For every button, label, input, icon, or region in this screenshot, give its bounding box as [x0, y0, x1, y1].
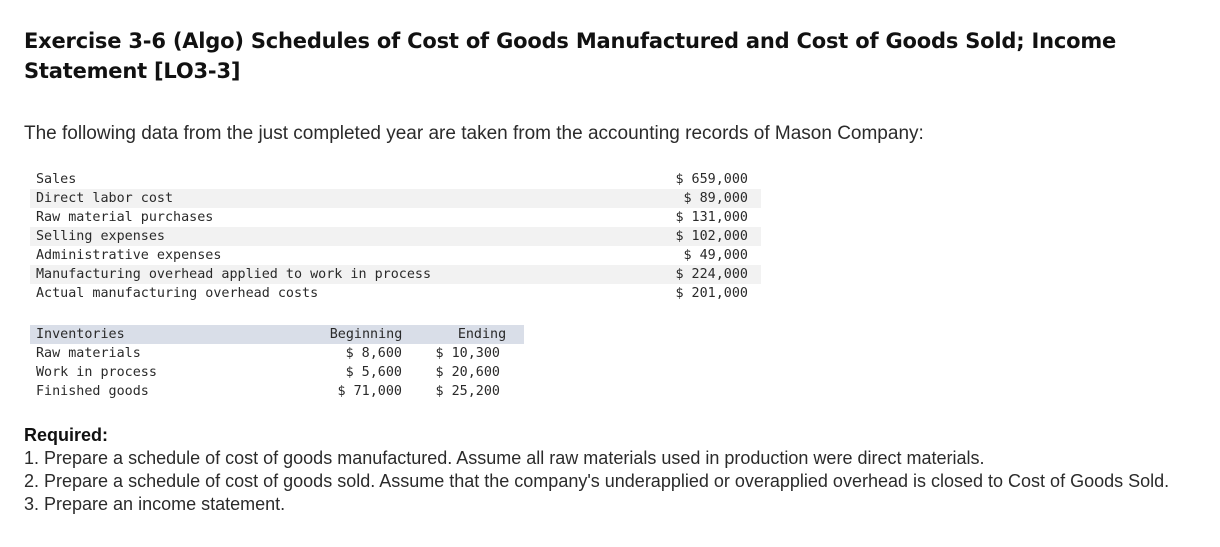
row-label: Selling expenses — [30, 227, 627, 246]
table-row: Administrative expenses $ 49,000 — [30, 246, 761, 265]
required-item-3: 3. Prepare an income statement. — [24, 494, 286, 514]
row-amount: $ 49,000 — [683, 248, 749, 263]
row-amount: $ 102,000 — [626, 227, 761, 246]
ending-header: Ending — [426, 325, 524, 344]
inventory-label: Raw materials — [36, 346, 141, 361]
exercise-title: Exercise 3-6 (Algo) Schedules of Cost of… — [24, 29, 1117, 83]
inventory-ending: $ 20,600 — [435, 365, 501, 380]
intro-text: The following data from the just complet… — [24, 123, 924, 144]
inventories-header: Inventories — [30, 325, 242, 344]
inventory-ending: $ 10,300 — [435, 346, 501, 361]
table-row: Sales $ 659,000 — [30, 170, 761, 189]
row-label: Sales — [36, 172, 77, 187]
table-row: Manufacturing overhead applied to work i… — [30, 265, 761, 284]
required-item-1: 1. Prepare a schedule of cost of goods m… — [24, 448, 985, 468]
table-row: Actual manufacturing overhead costs $ 20… — [30, 284, 761, 303]
row-amount: $ 224,000 — [626, 265, 761, 284]
table-row: Selling expenses $ 102,000 — [30, 227, 761, 246]
required-label: Required: — [24, 425, 109, 445]
row-amount: $ 659,000 — [675, 172, 748, 187]
row-label: Manufacturing overhead applied to work i… — [30, 265, 627, 284]
row-label: Actual manufacturing overhead costs — [36, 286, 319, 301]
table-row: Work in process $ 5,600 $ 20,600 — [30, 363, 524, 382]
row-label: Administrative expenses — [36, 248, 222, 263]
inventories-table: Inventories Beginning Ending Raw materia… — [30, 325, 524, 401]
row-amount: $ 89,000 — [626, 189, 761, 208]
required-item-2: 2. Prepare a schedule of cost of goods s… — [24, 471, 1170, 491]
inventory-label: Work in process — [36, 365, 157, 380]
row-amount: $ 201,000 — [675, 286, 748, 301]
row-label: Direct labor cost — [30, 189, 627, 208]
accounting-data-table: Sales $ 659,000 Direct labor cost $ 89,0… — [30, 170, 761, 303]
inventory-beginning: $ 5,600 — [345, 365, 402, 380]
required-section: Required: 1. Prepare a schedule of cost … — [24, 424, 1194, 516]
table-row: Finished goods $ 71,000 $ 25,200 — [30, 382, 524, 401]
row-amount: $ 131,000 — [675, 210, 748, 225]
table-row: Raw materials $ 8,600 $ 10,300 — [30, 344, 524, 363]
table-row: Raw material purchases $ 131,000 — [30, 208, 761, 227]
inventory-label: Finished goods — [36, 384, 149, 399]
table-row: Direct labor cost $ 89,000 — [30, 189, 761, 208]
row-label: Raw material purchases — [36, 210, 214, 225]
beginning-header: Beginning — [242, 325, 426, 344]
inventory-beginning: $ 71,000 — [337, 384, 403, 399]
inventory-beginning: $ 8,600 — [345, 346, 402, 361]
inventories-header-row: Inventories Beginning Ending — [30, 325, 524, 344]
inventory-ending: $ 25,200 — [435, 384, 501, 399]
